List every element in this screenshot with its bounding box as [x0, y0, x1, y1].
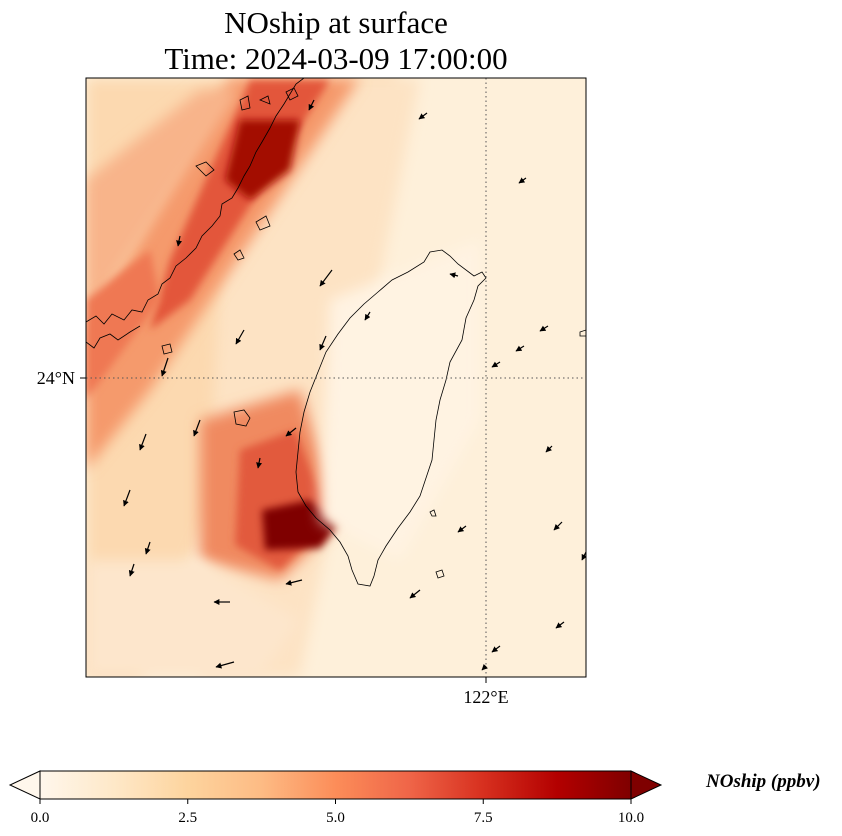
colorbar-extend-max — [630, 770, 663, 800]
map-title-line2: Time: 2024-03-09 17:00:00 — [164, 41, 508, 76]
field-plume-coast — [86, 250, 160, 400]
wind-arrow — [123, 489, 131, 507]
colorbar-bar — [40, 771, 631, 799]
lon-tick-label: 122°E — [463, 687, 508, 707]
wind-arrow — [235, 329, 245, 345]
wind-arrow — [319, 269, 333, 287]
colorbar-extend-min — [8, 770, 41, 800]
field-hotspot-south — [262, 500, 338, 550]
colorbar-title: NOship (ppbv) — [706, 771, 821, 792]
wind-arrow — [555, 621, 565, 629]
wind-arrow — [491, 645, 501, 653]
wind-arrow — [539, 325, 549, 332]
wind-arrow — [144, 541, 151, 555]
map-panel — [86, 78, 586, 677]
field-tail-south — [86, 560, 300, 677]
wind-arrow — [193, 419, 201, 437]
wind-arrow — [319, 335, 327, 351]
wind-arrow — [481, 664, 488, 671]
wind-arrow — [553, 521, 563, 531]
china-coastline — [86, 78, 305, 325]
field-island-low — [320, 240, 480, 560]
colorbar-tick-label: 5.0 — [326, 810, 345, 826]
islands-north — [233, 87, 299, 261]
island-ryukyu — [579, 329, 586, 337]
colorbar-tick-label: 2.5 — [178, 810, 197, 826]
island-kinmen — [161, 343, 173, 355]
wind-arrow — [457, 525, 467, 533]
wind-arrow — [418, 112, 428, 120]
island-small-east — [435, 569, 445, 579]
wind-arrow — [449, 272, 459, 279]
coastlines — [86, 78, 586, 587]
wind-arrow — [139, 433, 147, 451]
wind-arrow — [256, 457, 263, 469]
lat-tick-label: 24°N — [37, 368, 75, 388]
wind-arrow — [308, 99, 315, 111]
island-small-east2 — [429, 509, 437, 517]
wind-arrow — [176, 235, 183, 247]
wind-arrow — [581, 551, 586, 561]
wind-arrow — [364, 311, 371, 321]
island-matsu — [195, 161, 215, 177]
colorbar: 0.0 2.5 5.0 7.5 10.0 — [8, 770, 663, 826]
wind-arrow — [215, 661, 235, 669]
colorbar-tick-label: 0.0 — [31, 810, 50, 826]
colorbar-tick-label: 10.0 — [618, 810, 644, 826]
wind-vectors — [123, 99, 586, 671]
wind-arrow — [285, 579, 303, 586]
map-title-line1: NOship at surface — [224, 5, 448, 40]
wind-arrow — [515, 345, 525, 352]
colorbar-ticks: 0.0 2.5 5.0 7.5 10.0 — [31, 799, 644, 826]
wind-arrow — [160, 357, 169, 377]
noship-field — [86, 78, 480, 677]
wind-arrow — [409, 589, 421, 599]
china-coastline-inner — [86, 325, 141, 349]
field-plume-west — [86, 90, 240, 310]
taiwan-coastline — [295, 249, 487, 587]
field-plume-band — [86, 78, 360, 470]
field-hotspot-north — [225, 120, 300, 200]
wind-arrow — [545, 445, 553, 453]
wind-arrow — [491, 361, 501, 368]
wind-arrow — [518, 177, 527, 184]
island-penghu — [233, 409, 251, 427]
wind-arrow — [285, 427, 297, 437]
wind-arrow — [128, 563, 135, 577]
colorbar-tick-label: 7.5 — [474, 810, 493, 826]
